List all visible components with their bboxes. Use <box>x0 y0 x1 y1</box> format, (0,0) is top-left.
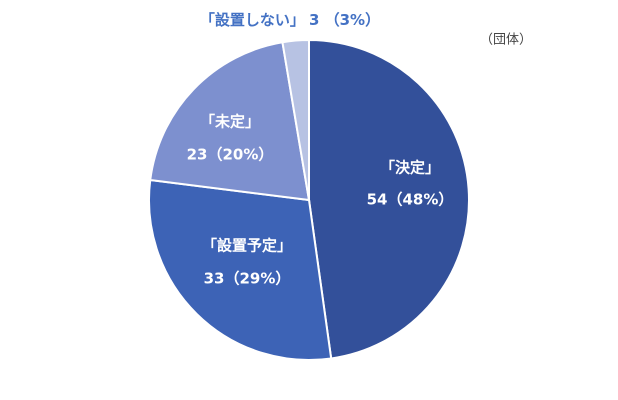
category-label: 「決定」 <box>380 159 440 177</box>
value-label: 33（29%） <box>204 270 291 288</box>
pie-slice <box>281 38 310 201</box>
pie-slice <box>308 38 471 360</box>
category-label: 「設置予定」 <box>202 237 292 255</box>
value-label: 3 （3%） <box>309 11 380 29</box>
category-label: 「設置しない」 <box>200 11 305 29</box>
slice-label: 「設置しない」 3 （3%） <box>200 11 380 29</box>
unit-label: （団体） <box>480 33 532 48</box>
category-label: 「未定」 <box>200 113 260 131</box>
pie-slice <box>149 41 311 202</box>
value-label: 23（20%） <box>187 146 274 164</box>
pie-slice <box>148 178 333 361</box>
value-label: 54（48%） <box>367 191 454 209</box>
